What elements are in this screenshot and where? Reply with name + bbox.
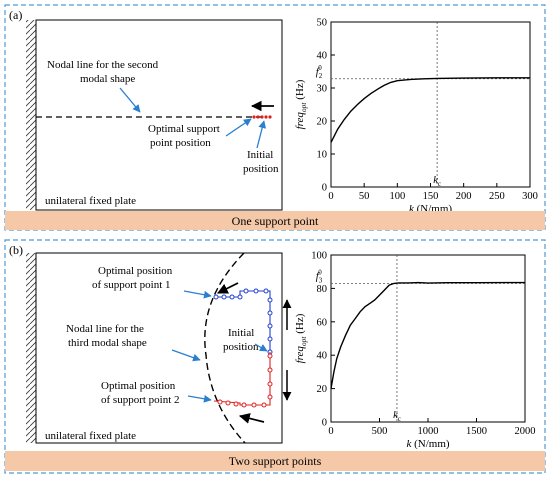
chart-b: 0 500 1000 1500 2000 0 20 40 60 80 100 f30 kc k (N/mm… [294, 251, 536, 451]
plate-b-opt1-pointer [183, 290, 212, 299]
plate-b-opt1-arrow [217, 282, 239, 294]
chart-b-xtick-label: 1500 [466, 426, 487, 437]
chart-a-xtick-label: 250 [489, 191, 505, 202]
chart-b-kc-label: kc [393, 410, 401, 423]
plate-b-diagram: Optimal position of support point 1 Noda… [26, 252, 292, 444]
chart-b-xtick-label: 500 [372, 426, 388, 437]
panel-b-label: (b) [9, 243, 23, 257]
plate-b-outline [35, 252, 283, 444]
plate-b-path-2 [213, 352, 271, 406]
panel-a: (a) Nodal line for the second modal shap… [4, 4, 546, 231]
plate-b-opt2-label-1: Optimal position [101, 380, 176, 392]
chart-b-ytick-label: 100 [311, 251, 327, 262]
chart-b-ytick-label: 60 [317, 317, 328, 328]
plate-a-initial-label-2: position [243, 163, 279, 175]
plate-a-optimal-label-1: Optimal support [148, 123, 220, 135]
chart-a-kc-label: kc [433, 175, 441, 188]
chart-b-ref-f-label: f30 [316, 268, 323, 284]
plate-a-initial-label-1: Initial [247, 149, 273, 161]
plate-b-hatch [26, 253, 36, 443]
plate-b-initial-label-2: position [223, 341, 259, 353]
chart-a-ytick-label: 10 [317, 150, 328, 161]
chart-b-ytick-label: 0 [322, 418, 327, 429]
chart-b-ytick-label: 40 [317, 351, 328, 362]
plate-b-opt2-arrow [238, 413, 265, 424]
plate-a-optimal-label-2: point position [150, 137, 211, 149]
panel-a-caption-bar [5, 211, 545, 230]
plate-b-opt2-label-2: of support point 2 [101, 394, 180, 406]
plate-a-initial-pointer [256, 120, 267, 149]
chart-b-ytick-label: 20 [317, 384, 328, 395]
panel-b: (b) [4, 239, 546, 474]
chart-b-xtick-label: 2000 [515, 426, 536, 437]
chart-b-series-line [330, 281, 525, 389]
plate-b-nodal-label-1: Nodal line for the [66, 323, 144, 335]
plate-b-fixed-label: unilateral fixed plate [45, 430, 136, 442]
chart-a-ytick-label: 0 [322, 183, 327, 194]
chart-a-xtick-label: 0 [328, 191, 333, 202]
chart-a-axes-frame [330, 21, 531, 188]
chart-b-xlabel: k (N/mm) [406, 438, 449, 450]
plate-a-fixed-label: unilateral fixed plate [45, 195, 136, 207]
chart-a-ytick-label: 20 [317, 117, 328, 128]
panel-a-caption: One support point [232, 214, 319, 228]
plate-a-diagram: Nodal line for the second modal shape Op… [26, 19, 283, 211]
chart-b-xtick-label: 1000 [418, 426, 439, 437]
plate-a-initial-points [252, 115, 272, 119]
chart-a-ytick-label: 40 [317, 51, 328, 62]
chart-a-xtick-label: 50 [359, 191, 370, 202]
plate-a-outline [35, 19, 283, 211]
plate-b-path-2-points [217, 353, 273, 408]
plate-b-opt1-label-2: of support point 1 [92, 279, 171, 291]
chart-b-ytick-label: 80 [317, 284, 328, 295]
chart-a-ylabel: freqopt (Hz) [294, 79, 308, 129]
plate-b-nodal-pointer [171, 349, 201, 362]
plate-a-hatch [26, 20, 36, 210]
plate-b-initial-label-1: Initial [228, 327, 254, 339]
chart-b-xtick-label: 0 [328, 426, 333, 437]
chart-a-ytick-label: 30 [317, 84, 328, 95]
chart-b-ylabel: freqopt (Hz) [294, 313, 308, 363]
plate-b-nodal-label-2: third modal shape [68, 337, 147, 349]
panel-b-caption: Two support points [229, 454, 322, 468]
panel-a-label: (a) [9, 8, 22, 22]
chart-a-ytick-label: 50 [317, 18, 328, 29]
chart-a-xtick-label: 200 [456, 191, 472, 202]
chart-a-series-line [330, 77, 530, 143]
chart-a-xtick-label: 150 [423, 191, 439, 202]
chart-a-ref-f-label: f20 [316, 64, 323, 80]
plate-a-optimal-pointer [225, 118, 252, 137]
plate-a-nodal-label-2: modal shape [80, 73, 135, 85]
plate-b-nodal-curve [204, 252, 246, 444]
panel-b-caption-bar [5, 451, 545, 471]
plate-a-nodal-label-1: Nodal line for the second [47, 59, 159, 71]
chart-b-axes-frame [330, 254, 526, 423]
plate-b-path-1-points [213, 288, 273, 355]
chart-a-xtick-label: 100 [389, 191, 405, 202]
plate-b-opt1-label-1: Optimal position [98, 265, 173, 277]
plate-a-nodal-pointer [119, 87, 141, 113]
panel-b-border [4, 239, 546, 474]
plate-b-initial-pointer [254, 343, 268, 352]
plate-b-opt2-pointer [187, 394, 212, 403]
chart-a-xtick-label: 300 [522, 191, 538, 202]
